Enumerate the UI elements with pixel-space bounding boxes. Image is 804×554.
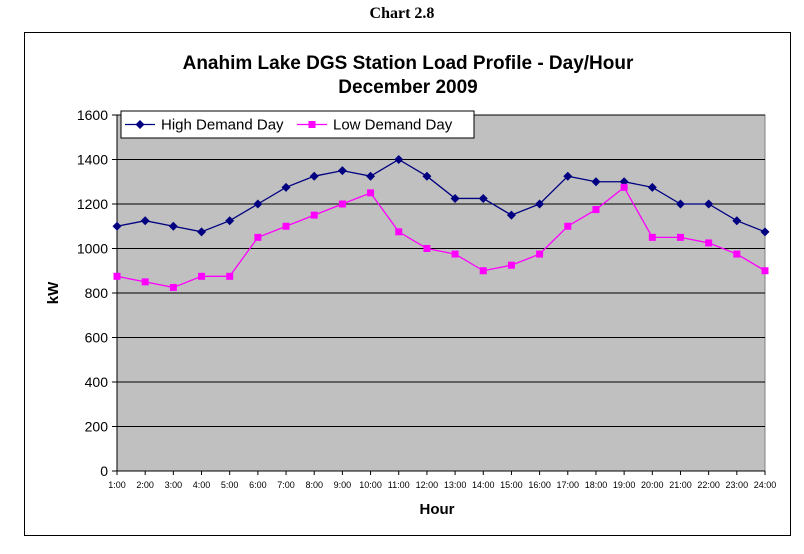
data-point (337, 166, 347, 176)
series-line-low-demand (116, 186, 766, 289)
data-point (704, 199, 714, 209)
chart-title-line: Anahim Lake DGS Station Load Profile - D… (183, 53, 634, 74)
data-point (367, 189, 375, 197)
data-point (451, 250, 459, 258)
data-point (423, 245, 431, 252)
x-tick-label: 16:00 (528, 480, 551, 490)
data-point (198, 272, 206, 280)
x-tick-label: 5:00 (221, 480, 239, 490)
legend-label: Low Demand Day (333, 117, 453, 134)
data-point (113, 272, 121, 280)
data-point (169, 283, 177, 291)
data-point (338, 200, 346, 208)
x-tick-label: 11:00 (388, 480, 410, 490)
data-point (563, 171, 573, 181)
x-tick-label: 6:00 (249, 480, 267, 490)
x-tick-label: 3:00 (165, 480, 183, 490)
data-point (535, 199, 545, 209)
data-point (141, 278, 149, 286)
y-tick-label: 1200 (77, 196, 108, 212)
data-point (761, 267, 769, 275)
chart-caption: Chart 2.8 (369, 5, 435, 22)
legend-label: High Demand Day (161, 117, 284, 134)
y-tick-label: 800 (85, 285, 109, 301)
x-tick-label: 7:00 (277, 480, 295, 490)
x-tick-label: 1:00 (108, 480, 126, 490)
data-point (564, 222, 572, 230)
data-point (197, 227, 207, 237)
x-tick-label: 22:00 (697, 480, 720, 490)
data-point (733, 250, 741, 258)
x-tick-label: 21:00 (669, 480, 692, 490)
y-axis-label: kW (45, 281, 62, 304)
data-point (422, 171, 432, 181)
x-tick-label: 8:00 (305, 480, 323, 490)
data-point (168, 221, 178, 231)
x-tick-label: 15:00 (500, 480, 523, 490)
data-point (309, 171, 319, 181)
data-point (253, 199, 263, 209)
x-tick-label: 4:00 (193, 480, 211, 490)
chart-title-line: December 2009 (338, 77, 477, 98)
data-point (478, 193, 488, 203)
y-tick-label: 600 (85, 330, 109, 346)
data-point (394, 155, 404, 164)
x-tick-label: 10:00 (359, 480, 382, 490)
x-axis-label: Hour (420, 501, 455, 518)
data-point (254, 233, 262, 241)
data-point (705, 239, 713, 247)
data-point (676, 233, 684, 241)
x-tick-label: 9:00 (334, 480, 352, 490)
data-point (647, 182, 657, 192)
data-point (450, 193, 460, 203)
x-tick-label: 13:00 (444, 480, 467, 490)
x-tick-label: 24:00 (754, 480, 777, 490)
data-point (395, 228, 403, 236)
data-point (310, 211, 318, 219)
data-point (282, 222, 290, 230)
data-point (760, 227, 770, 237)
x-tick-label: 20:00 (641, 480, 664, 490)
data-point (507, 261, 515, 269)
x-tick-label: 23:00 (726, 480, 749, 490)
data-point (506, 210, 516, 220)
data-point (732, 216, 742, 226)
data-point (112, 221, 122, 231)
series-line-high-demand (116, 158, 766, 233)
x-tick-label: 12:00 (416, 480, 439, 490)
y-tick-label: 200 (85, 419, 109, 435)
x-tick-label: 2:00 (136, 480, 154, 490)
y-tick-label: 1600 (77, 107, 108, 123)
x-tick-label: 14:00 (472, 480, 495, 490)
data-point (140, 216, 150, 226)
y-tick-label: 400 (85, 374, 109, 390)
data-point (675, 199, 685, 209)
x-tick-label: 18:00 (585, 480, 608, 490)
y-tick-label: 0 (100, 463, 108, 479)
data-point (226, 272, 234, 280)
x-tick-label: 19:00 (613, 480, 636, 490)
data-point (592, 206, 600, 214)
data-point (225, 216, 235, 226)
legend-marker (308, 121, 316, 128)
data-point (648, 233, 656, 241)
x-tick-label: 17:00 (557, 480, 580, 490)
legend-marker (135, 120, 145, 129)
data-point (620, 183, 628, 191)
data-point (536, 250, 544, 258)
data-point (366, 171, 376, 181)
y-tick-label: 1000 (77, 241, 108, 257)
data-point (281, 182, 291, 192)
data-point (479, 267, 487, 275)
data-point (591, 177, 601, 187)
y-tick-label: 1400 (77, 152, 108, 168)
